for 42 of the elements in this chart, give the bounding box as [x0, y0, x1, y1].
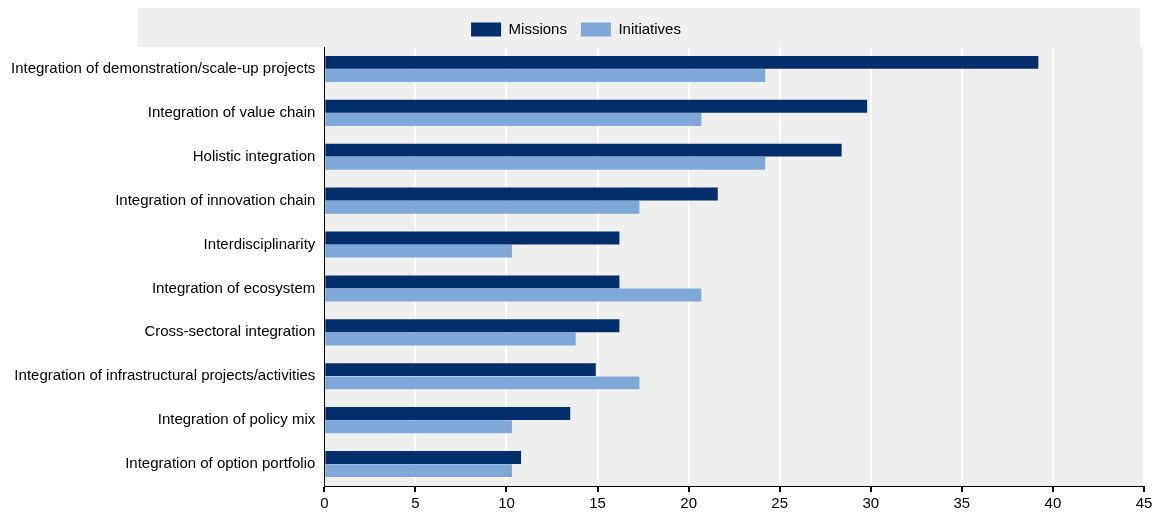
x-tick-label: 5: [411, 494, 420, 512]
bar: [325, 319, 620, 333]
y-tick-label: Integration of ecosystem: [151, 278, 316, 296]
legend-label: Initiatives: [618, 19, 681, 37]
x-tick-label: 15: [589, 494, 606, 512]
y-tick-label: Cross-sectoral integration: [144, 322, 316, 340]
bar: [325, 69, 766, 82]
x-tick-label: 20: [680, 494, 697, 512]
x-tick-label: 40: [1044, 494, 1062, 512]
bar: [325, 187, 718, 201]
x-tick-label: 35: [953, 494, 971, 512]
bar: [325, 451, 522, 464]
x-tick-label: 30: [862, 494, 880, 512]
bar: [325, 275, 620, 289]
bar: [325, 112, 702, 126]
bar: [325, 288, 702, 302]
x-tick-label: 10: [498, 494, 515, 512]
bar: [325, 420, 512, 434]
legend-label: Missions: [508, 19, 567, 37]
bar: [325, 143, 842, 157]
bar: [325, 99, 868, 113]
y-tick-label: Integration of innovation chain: [115, 190, 316, 208]
bar: [325, 231, 620, 245]
bar: [325, 407, 571, 421]
y-tick-label: Integration of policy mix: [157, 410, 316, 428]
x-tick-label: 25: [771, 494, 789, 512]
bar: [325, 244, 512, 258]
bar: [325, 332, 576, 346]
y-tick-label: Integration of value chain: [147, 102, 316, 120]
bar: [325, 55, 1039, 69]
y-tick-label: Integration of demonstration/scale-up projects: [10, 59, 316, 77]
y-tick-label: Holistic integration: [192, 146, 316, 164]
y-tick-label: Integration of option portfolio: [125, 454, 316, 472]
x-tick-label: 0: [320, 494, 329, 512]
bar: [325, 363, 596, 377]
bar: [325, 376, 640, 390]
bar: [325, 156, 766, 170]
y-tick-label: Interdisciplinarity: [203, 234, 316, 252]
y-tick-label: Integration of infrastructural projects/activities: [14, 366, 316, 384]
bar: [325, 464, 512, 478]
x-tick-label: 45: [1135, 494, 1153, 512]
bar: [325, 200, 640, 214]
